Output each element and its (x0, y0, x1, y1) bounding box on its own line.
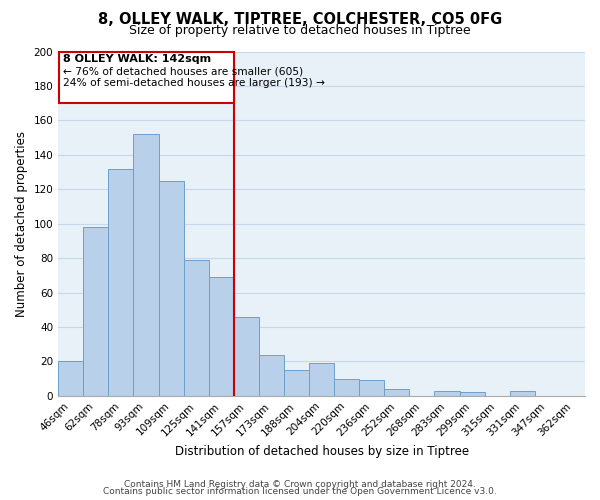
Bar (385, 389, 409, 396)
Bar (58, 362, 83, 396)
Bar (434, 390, 460, 396)
FancyBboxPatch shape (59, 52, 234, 103)
Bar (259, 354, 284, 396)
Text: 8, OLLEY WALK, TIPTREE, COLCHESTER, CO5 0FG: 8, OLLEY WALK, TIPTREE, COLCHESTER, CO5 … (98, 12, 502, 28)
Text: 24% of semi-detached houses are larger (193) →: 24% of semi-detached houses are larger (… (63, 78, 325, 88)
Text: ← 76% of detached houses are smaller (605): ← 76% of detached houses are smaller (60… (63, 66, 304, 76)
Y-axis label: Number of detached properties: Number of detached properties (15, 130, 28, 316)
Bar (284, 370, 309, 396)
Text: 8 OLLEY WALK: 142sqm: 8 OLLEY WALK: 142sqm (63, 54, 211, 64)
Bar (359, 380, 385, 396)
Bar (234, 316, 259, 396)
Text: Size of property relative to detached houses in Tiptree: Size of property relative to detached ho… (129, 24, 471, 37)
Bar (184, 260, 209, 396)
Bar (133, 134, 158, 396)
Bar (209, 277, 234, 396)
Bar (334, 378, 359, 396)
Bar (158, 180, 184, 396)
Bar (109, 168, 133, 396)
X-axis label: Distribution of detached houses by size in Tiptree: Distribution of detached houses by size … (175, 444, 469, 458)
Text: Contains public sector information licensed under the Open Government Licence v3: Contains public sector information licen… (103, 487, 497, 496)
Bar (460, 392, 485, 396)
Text: Contains HM Land Registry data © Crown copyright and database right 2024.: Contains HM Land Registry data © Crown c… (124, 480, 476, 489)
Bar (83, 227, 109, 396)
Bar (309, 363, 334, 396)
Bar (510, 390, 535, 396)
